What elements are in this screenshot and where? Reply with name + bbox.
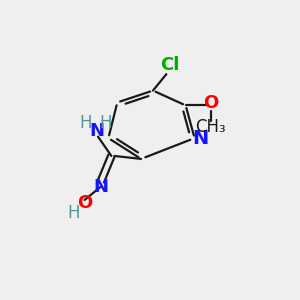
Text: N: N [94,178,109,196]
Text: O: O [77,194,92,212]
Text: H: H [99,114,112,132]
Text: CH₃: CH₃ [196,118,226,136]
Text: H: H [67,204,80,222]
Text: N: N [89,122,104,140]
Text: O: O [203,94,219,112]
Text: H: H [80,114,92,132]
Text: Cl: Cl [160,56,179,74]
Text: N: N [192,129,208,148]
